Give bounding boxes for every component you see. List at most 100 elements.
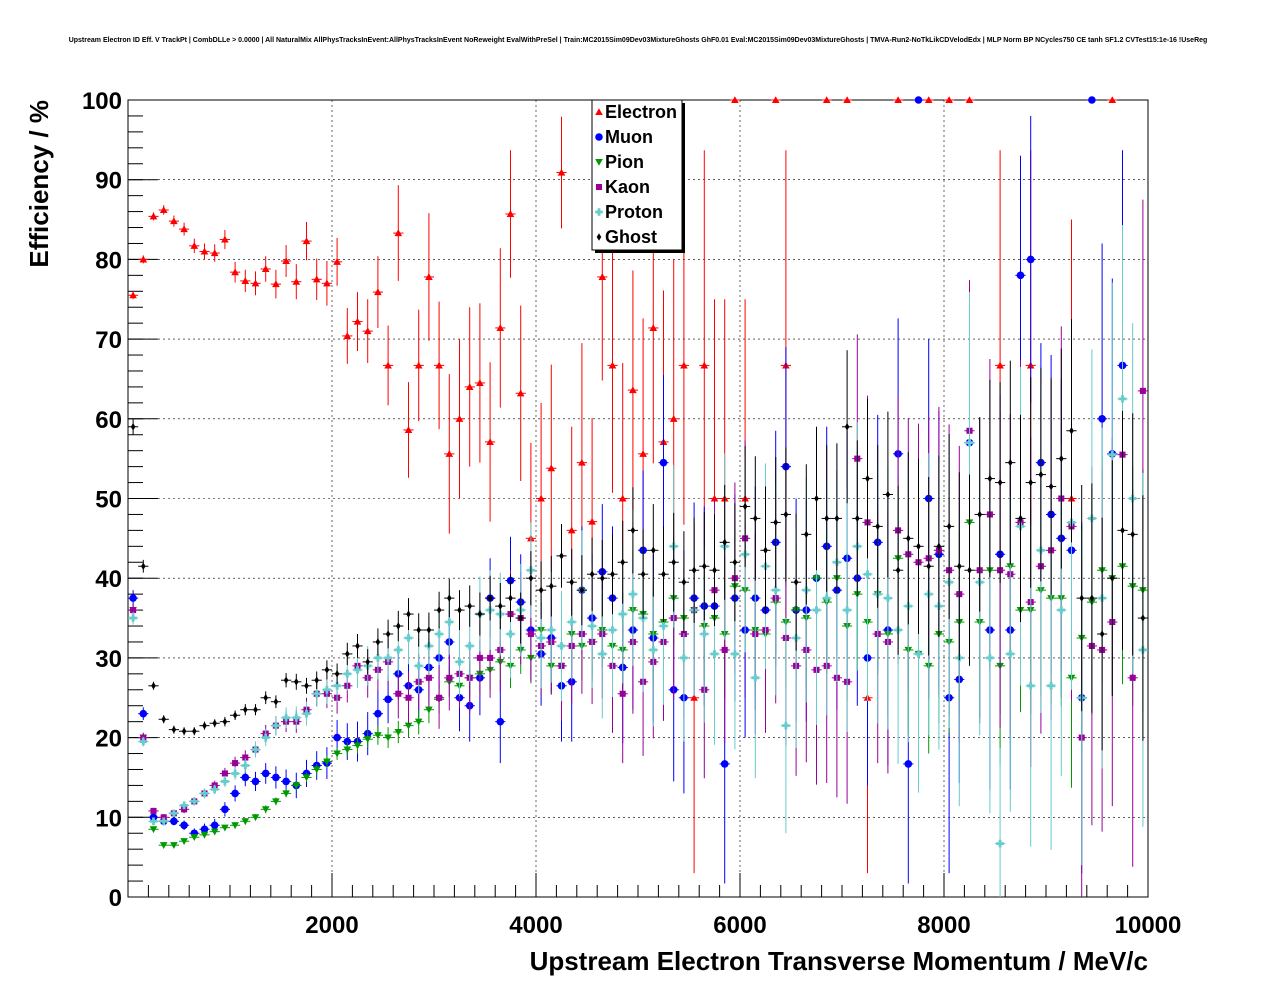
data-point: [444, 374, 455, 534]
point-marker: [946, 522, 952, 531]
point-marker: [384, 361, 392, 369]
point-marker: [487, 594, 493, 602]
data-point: [1086, 96, 1097, 104]
data-point: [352, 633, 363, 658]
point-marker: [394, 728, 403, 736]
x-tick-label: 4000: [509, 912, 562, 939]
point-marker: [987, 474, 993, 483]
x-tick-label: 6000: [713, 912, 766, 939]
point-marker: [292, 277, 301, 285]
point-marker: [487, 654, 494, 661]
y-tick-label: 10: [95, 805, 122, 832]
data-point: [403, 671, 414, 725]
point-marker: [589, 570, 595, 579]
point-marker: [557, 642, 566, 650]
point-marker: [557, 168, 566, 176]
point-marker: [251, 814, 260, 822]
data-point: [1086, 483, 1097, 713]
legend-item-electron: Electron: [595, 102, 677, 122]
point-marker: [1026, 681, 1035, 690]
point-marker: [700, 630, 709, 638]
point-marker: [843, 606, 851, 614]
point-marker: [353, 317, 362, 325]
point-marker: [334, 670, 340, 678]
data-point: [413, 309, 424, 422]
point-marker: [567, 618, 576, 626]
data-point: [607, 534, 618, 615]
data-point: [189, 797, 200, 806]
y-tick-label: 70: [95, 327, 122, 354]
data-point: [760, 486, 771, 615]
data-point: [454, 339, 465, 499]
data-point: [872, 445, 883, 608]
data-point: [219, 824, 230, 832]
point-marker: [600, 574, 605, 582]
legend-label: Muon: [605, 127, 653, 147]
point-marker: [251, 279, 260, 287]
data-point: [199, 721, 210, 730]
point-marker: [436, 606, 442, 614]
data-point: [168, 809, 179, 818]
point-marker: [731, 650, 739, 658]
point-marker: [763, 546, 768, 555]
data-point: [617, 520, 628, 604]
data-point: [954, 472, 965, 661]
data-point: [240, 758, 251, 773]
data-point: [1137, 495, 1148, 741]
data-point: [179, 838, 190, 846]
point-marker: [129, 614, 137, 622]
point-marker: [610, 570, 615, 579]
data-point: [576, 555, 587, 626]
point-marker: [414, 361, 423, 369]
point-marker: [221, 235, 229, 243]
data-point: [321, 660, 332, 680]
data-point: [944, 433, 955, 619]
point-marker: [722, 538, 727, 547]
data-point: [1025, 377, 1036, 588]
point-marker: [210, 249, 219, 257]
data-point: [342, 742, 353, 757]
point-marker: [916, 542, 921, 551]
point-marker: [241, 761, 250, 770]
point-marker: [272, 721, 280, 730]
point-marker: [977, 510, 982, 519]
point-marker: [343, 746, 352, 754]
legend-marker: [595, 133, 603, 141]
data-point: [372, 628, 383, 656]
point-marker: [273, 697, 279, 706]
data-point: [260, 805, 271, 814]
series-pion: [128, 428, 1148, 849]
data-point: [352, 737, 363, 754]
data-point: [362, 649, 373, 675]
data-point: [230, 785, 241, 802]
data-point: [209, 784, 220, 795]
point-marker: [180, 225, 188, 233]
point-marker: [904, 760, 913, 768]
data-point: [281, 789, 292, 798]
point-marker: [742, 502, 748, 511]
point-marker: [312, 766, 321, 774]
point-marker: [333, 681, 341, 690]
point-marker: [782, 721, 790, 730]
point-marker: [333, 257, 341, 265]
point-marker: [221, 824, 229, 832]
point-marker: [1016, 271, 1025, 280]
point-marker: [732, 558, 738, 567]
data-point: [260, 728, 271, 747]
point-marker: [202, 721, 207, 730]
point-marker: [924, 96, 933, 104]
point-marker: [221, 777, 229, 786]
point-marker: [129, 594, 137, 602]
data-point: [250, 704, 261, 716]
chart-title: Upstream Electron ID Eff. V TrackPt | Co…: [69, 37, 1208, 44]
legend-label: Pion: [605, 152, 644, 172]
data-point: [393, 720, 404, 744]
point-marker: [508, 594, 513, 602]
data-point: [474, 592, 485, 636]
data-point: [332, 237, 343, 286]
data-point: [1025, 115, 1036, 403]
data-point: [209, 244, 220, 262]
data-point: [240, 704, 251, 716]
point-marker: [129, 291, 137, 299]
